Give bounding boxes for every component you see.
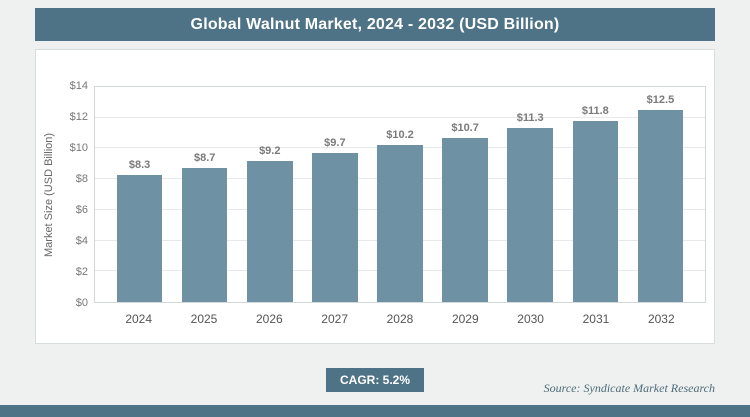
x-tick-label: 2024 — [125, 312, 153, 326]
bar-value-label: $9.7 — [324, 137, 346, 150]
bar — [246, 160, 293, 302]
bar — [572, 120, 619, 302]
bar — [637, 110, 684, 302]
bar-column: $12.5 — [628, 87, 693, 302]
bar-value-label: $8.3 — [128, 158, 151, 171]
bar-column: $11.8 — [563, 87, 628, 302]
y-tick-label: $8 — [75, 173, 88, 185]
y-tick-label: $12 — [69, 111, 88, 123]
x-axis: 2024 2025 2026 2027 2028 2029 2030 2031 2032 — [94, 303, 706, 326]
chart-card: Market Size (USD Billion) $0 $2 $4 $6 $8 $10 $… — [35, 49, 715, 344]
bar — [312, 153, 358, 302]
bar-value-label: $11.8 — [581, 104, 609, 117]
bar-column: $8.3 — [107, 87, 172, 302]
bar-column: $8.7 — [172, 87, 237, 302]
bar — [442, 137, 488, 302]
cagr-label: CAGR: 5.2% — [339, 373, 411, 387]
x-tick-label: 2025 — [190, 312, 218, 326]
bottom-strip — [0, 405, 750, 417]
y-tick-label: $4 — [75, 235, 88, 247]
y-axis-title: Market Size (USD Billion) — [43, 132, 55, 257]
gridline — [95, 116, 705, 118]
bar-value-label: $12.5 — [646, 94, 675, 107]
y-tick-label: $0 — [75, 297, 88, 309]
cagr-badge: CAGR: 5.2% — [325, 368, 425, 392]
bar — [507, 128, 553, 302]
y-tick-label: $6 — [75, 204, 88, 216]
x-tick-label: 2030 — [517, 312, 544, 326]
y-tick-label: $10 — [69, 142, 88, 154]
bar — [116, 174, 163, 302]
source-text: Source: Syndicate Market Research — [543, 381, 715, 395]
x-tick-label: 2028 — [386, 312, 414, 326]
x-tick-label: 2031 — [582, 312, 610, 326]
y-tick-label: $14 — [69, 80, 88, 92]
bar-value-label: $10.7 — [451, 121, 479, 134]
bar-column: $9.7 — [302, 87, 367, 302]
x-tick-label: 2029 — [451, 312, 479, 326]
plot-area: $8.3 $8.7 $9.2 $9.7 $10.2 $10.7 $11.3 $11.8 $12.… — [94, 86, 706, 303]
bar-column: $11.3 — [498, 87, 563, 302]
bar-value-label: $8.7 — [193, 152, 216, 165]
bar — [377, 145, 423, 302]
bar-value-label: $9.2 — [259, 144, 281, 157]
bar-column: $10.2 — [367, 87, 432, 302]
bar-column: $9.2 — [237, 87, 302, 302]
bar — [181, 168, 228, 302]
chart-title: Global Walnut Market, 2024 - 2032 (USD B… — [190, 15, 560, 33]
x-tick-label: 2026 — [255, 312, 283, 326]
y-axis: $0 $2 $4 $6 $8 $10 $12 $14 — [58, 80, 94, 309]
x-tick-label: 2032 — [647, 312, 675, 326]
bar-column: $10.7 — [433, 87, 498, 302]
bar-value-label: $11.3 — [516, 112, 544, 125]
bar-value-label: $10.2 — [386, 129, 414, 142]
y-tick-label: $2 — [75, 266, 88, 278]
x-tick-label: 2027 — [321, 312, 348, 326]
footer: CAGR: 5.2% Source: Syndicate Market Rese… — [35, 368, 715, 396]
plot-column: $8.3 $8.7 $9.2 $9.7 $10.2 $10.7 $11.3 $11.8 $12.… — [94, 86, 706, 326]
chart-inner: Market Size (USD Billion) $0 $2 $4 $6 $8 $10 $… — [40, 80, 706, 326]
chart-title-bar: Global Walnut Market, 2024 - 2032 (USD B… — [35, 8, 715, 41]
bars: $8.3 $8.7 $9.2 $9.7 $10.2 $10.7 $11.3 $11.8 $12.… — [95, 87, 705, 302]
